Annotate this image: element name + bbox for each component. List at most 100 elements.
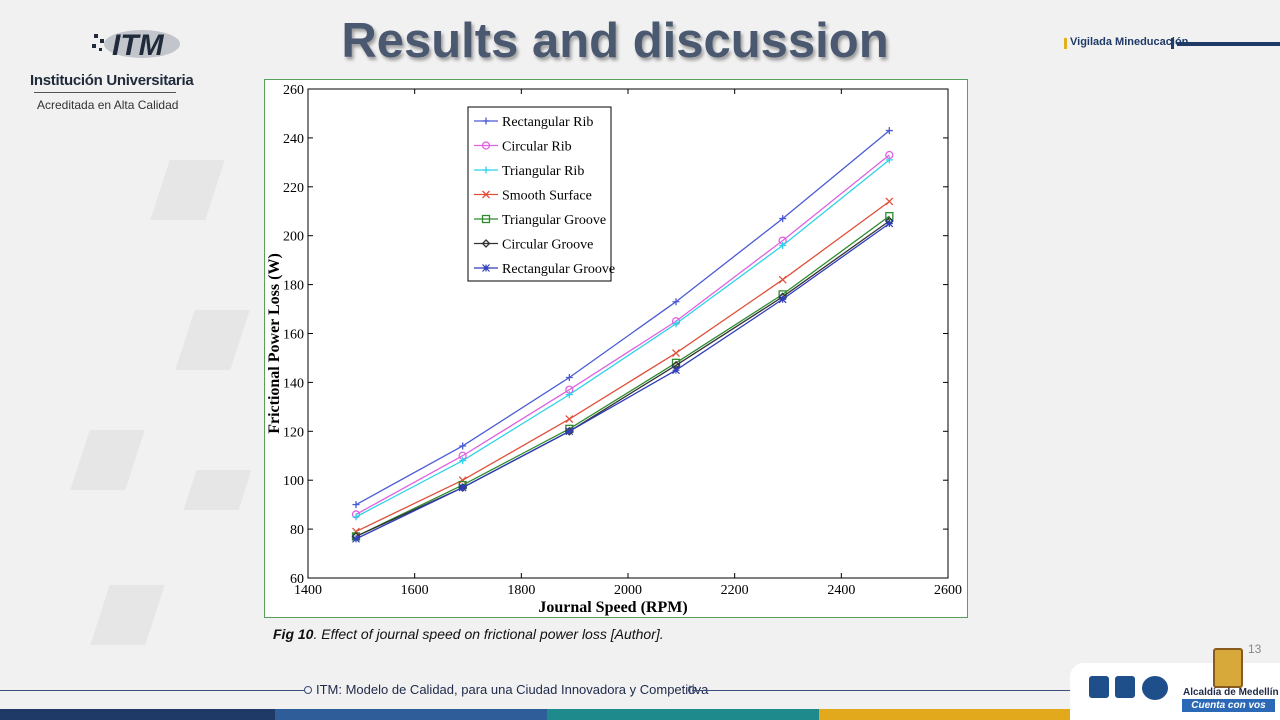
footer-rule-left [0,690,305,691]
legend-label: Circular Groove [502,238,593,253]
data-point-marker [459,442,467,450]
itm-logo-brand: ITM [112,29,165,62]
data-point-marker [885,219,894,228]
background-stripe [183,470,252,510]
footer-rule-dot [304,686,312,694]
legend-label: Circular Rib [502,140,572,155]
itm-logo-mark: ITM [92,29,180,62]
alcaldia-tagline: Cuenta con vos [1182,699,1275,712]
x-tick-label: 2200 [721,583,749,598]
data-point-marker [482,264,490,272]
y-tick-label: 100 [283,474,304,489]
x-tick-label: 1400 [294,583,322,598]
data-point-marker [481,239,491,248]
footer-color-bar [0,709,1280,720]
data-point-marker [779,241,787,249]
y-tick-label: 60 [290,572,304,587]
legend-label: Rectangular Rib [502,115,593,130]
itm-logo-name: Institución Universitaria [30,72,194,89]
certification-badge-icon [1089,676,1109,698]
data-point-marker [565,374,573,382]
y-tick-label: 240 [283,132,304,147]
data-point-marker [672,298,680,306]
x-tick-label: 1800 [507,583,535,598]
data-point-marker [565,391,573,399]
data-point-marker [481,214,491,224]
x-axis-label: Journal Speed (RPM) [538,599,687,616]
data-point-marker [352,501,360,509]
data-point-marker [778,275,787,284]
y-tick-label: 140 [283,376,304,391]
legend-label: Triangular Rib [502,164,584,179]
alcaldia-name: Alcaldía de Medellín [1183,687,1279,698]
medellin-crest-icon [1213,648,1243,688]
data-point-marker [672,366,680,375]
y-tick-label: 180 [283,279,304,294]
y-tick-label: 260 [283,83,304,98]
legend-label: Smooth Surface [502,189,592,204]
line-chart: 1400 1600 1800 2000 2200 2400 2600 60 80 100 120 14… [266,83,962,616]
footer-bar-segment [275,709,547,720]
footer-rule-right [692,690,1077,691]
y-tick-label: 160 [283,328,304,343]
data-point-marker [779,215,787,223]
certification-seal-icon [1142,676,1168,700]
itm-logo-rule [34,92,176,93]
figure-frame: 1400 1600 1800 2000 2200 2400 2600 60 80 100 120 14… [264,79,968,618]
background-stripe [70,430,145,490]
data-point-marker [482,190,490,199]
data-point-marker [672,349,680,358]
x-tick-label: 2600 [934,583,962,598]
data-point-marker [885,211,894,221]
y-tick-label: 220 [283,181,304,196]
footer-bar-segment [547,709,819,720]
series-line [355,215,890,538]
x-tick-label: 1600 [401,583,429,598]
data-point-marker [672,320,680,328]
data-point-marker [481,141,491,150]
background-stripe [90,585,165,645]
certification-badge-icon [1115,676,1135,698]
background-stripe [175,310,250,370]
figure-caption-label: Fig 10 [273,626,314,642]
data-point-marker [885,197,894,206]
series-line [355,159,890,518]
figure-caption-text: . Effect of journal speed on frictional … [313,626,664,642]
data-point-marker [458,476,467,485]
page-number: 13 [1248,642,1262,656]
y-tick-label: 120 [283,425,304,440]
footer-motto: ITM: Modelo de Calidad, para una Ciudad … [316,682,709,697]
data-point-marker [482,117,490,125]
data-point-marker [778,295,787,304]
series-line [355,222,890,540]
legend-label: Triangular Groove [502,213,606,228]
plot-area-frame [307,88,949,579]
data-point-marker [885,156,893,164]
vigilada-text: Vigilada Mineducación [1070,36,1189,48]
data-point-marker [352,527,360,536]
data-point-marker [459,457,467,465]
data-point-marker [885,127,893,135]
series-line [355,220,890,538]
y-tick-label: 80 [290,523,304,538]
figure-caption: Fig 10. Effect of journal speed on frict… [273,626,664,642]
x-tick-label: 2000 [614,583,642,598]
vigilada-badge: Vigilada Mineducación [1064,36,1280,51]
itm-logo-tagline: Acreditada en Alta Calidad [37,98,179,112]
itm-logo[interactable]: ITM Institución Universitaria Acreditada… [30,26,194,118]
background-stripe [150,160,225,220]
x-tick-label: 2400 [827,583,855,598]
y-tick-label: 200 [283,230,304,245]
data-point-marker [352,534,360,543]
slide-title: Results and discussion [341,14,889,68]
data-point-marker [565,415,574,424]
series-line [355,154,890,515]
data-point-marker [565,427,574,436]
legend-label: Rectangular Groove [502,262,615,277]
series-line [355,130,890,506]
y-axis-label: Frictional Power Loss (W) [266,253,283,434]
data-point-marker [458,483,467,492]
series-line [355,200,890,533]
footer-bar-segment [0,709,275,720]
footer-bar-segment [819,709,1280,720]
